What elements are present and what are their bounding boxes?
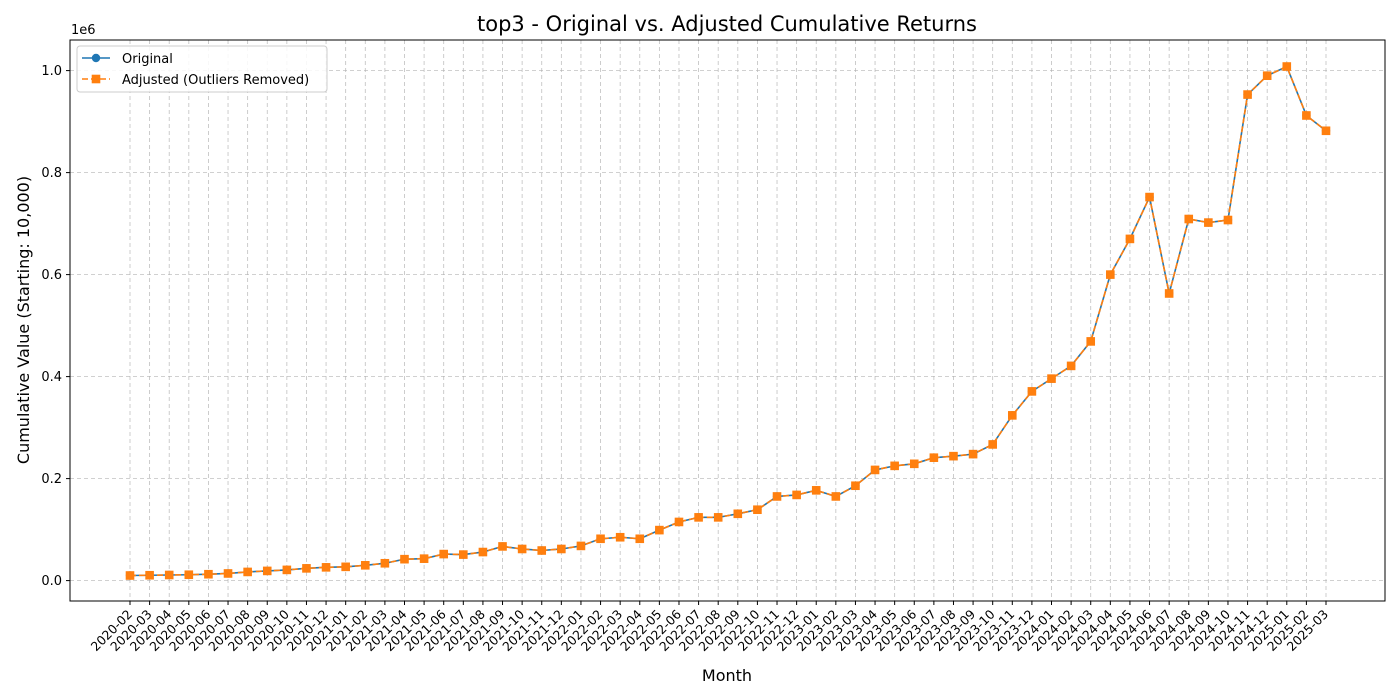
data-point-adjusted	[1047, 374, 1056, 383]
data-point-adjusted	[674, 517, 684, 527]
data-point-adjusted	[145, 570, 154, 580]
data-point-adjusted	[870, 465, 880, 475]
data-point-adjusted	[968, 449, 978, 459]
legend-original-label: Original	[122, 52, 173, 67]
y-scale-offset-label: 1e6	[71, 23, 96, 38]
data-point-adjusted	[596, 534, 605, 544]
series-line-0	[129, 65, 1327, 577]
data-point-adjusted	[1204, 218, 1213, 227]
data-point-adjusted	[262, 566, 272, 576]
data-point-adjusted	[576, 541, 586, 551]
data-point-adjusted	[125, 571, 135, 580]
data-point-adjusted	[400, 554, 409, 564]
data-point-adjusted	[753, 505, 762, 515]
data-point-adjusted	[909, 459, 919, 469]
data-point-adjusted	[1106, 270, 1115, 279]
legend-adjusted-marker	[91, 74, 101, 84]
data-point-adjusted	[733, 509, 743, 519]
data-point-adjusted	[302, 564, 311, 573]
data-point-adjusted	[694, 513, 703, 522]
data-point-adjusted	[223, 569, 233, 578]
data-point-adjusted	[655, 525, 664, 535]
y-tick-label: 0.0	[41, 574, 62, 589]
data-point-adjusted	[1282, 62, 1292, 71]
grid-layer	[70, 40, 1385, 601]
data-point-adjusted	[1007, 411, 1017, 420]
data-point-adjusted	[1027, 387, 1037, 396]
data-point-adjusted	[1184, 214, 1194, 224]
data-point-adjusted	[929, 453, 939, 462]
data-point-adjusted	[282, 565, 292, 575]
data-point-adjusted	[341, 562, 350, 572]
data-point-adjusted	[949, 451, 958, 461]
data-point-adjusted	[1125, 234, 1135, 244]
data-point-adjusted	[517, 544, 527, 554]
data-point-adjusted	[1164, 289, 1174, 298]
legend-box	[76, 45, 328, 93]
data-point-adjusted	[184, 570, 194, 580]
data-point-adjusted	[831, 492, 841, 501]
data-point-adjusted	[360, 561, 370, 570]
y-tick-label: 0.6	[41, 268, 62, 283]
data-point-adjusted	[478, 547, 488, 557]
data-point-adjusted	[380, 558, 390, 568]
data-point-adjusted	[1223, 215, 1233, 225]
data-point-adjusted	[537, 546, 547, 555]
y-axis-label: Cumulative Value (Starting: 10,000)	[14, 176, 33, 464]
data-point-adjusted	[635, 534, 645, 544]
data-point-adjusted	[1086, 337, 1096, 346]
y-tick-label: 0.2	[41, 472, 62, 487]
x-axis-label: Month	[702, 666, 752, 685]
legend-original-marker	[91, 53, 101, 63]
data-point-adjusted	[459, 550, 468, 559]
data-point-adjusted	[439, 549, 449, 559]
data-point-adjusted	[204, 569, 213, 579]
data-point-adjusted	[419, 554, 429, 563]
data-point-adjusted	[615, 532, 625, 542]
data-point-adjusted	[1243, 90, 1252, 99]
data-point-adjusted	[1321, 126, 1331, 136]
data-point-adjusted	[1145, 192, 1154, 202]
legend: Original Adjusted (Outliers Removed)	[76, 45, 328, 93]
data-point-adjusted	[557, 544, 566, 554]
y-tick-label: 1.0	[41, 64, 62, 79]
data-point-adjusted	[851, 481, 860, 491]
data-point-adjusted	[1262, 71, 1272, 80]
axis-layer: 2020-022020-032020-042020-052020-062020-…	[41, 64, 1331, 654]
data-point-adjusted	[713, 513, 723, 522]
plot-frame	[69, 39, 1386, 602]
series-layer	[125, 62, 1331, 580]
data-point-adjusted	[164, 570, 174, 580]
data-point-adjusted	[890, 461, 899, 471]
series-line-1	[129, 65, 1327, 577]
y-tick-label: 0.8	[41, 166, 62, 181]
data-point-adjusted	[243, 567, 252, 577]
data-point-adjusted	[811, 486, 821, 495]
data-point-adjusted	[772, 492, 782, 501]
data-point-adjusted	[321, 563, 331, 572]
y-tick-label: 0.4	[41, 370, 62, 385]
data-point-adjusted	[792, 490, 801, 500]
data-point-adjusted	[988, 440, 997, 449]
data-point-adjusted	[498, 542, 507, 551]
data-point-adjusted	[1302, 111, 1311, 120]
legend-adjusted-label: Adjusted (Outliers Removed)	[122, 73, 309, 88]
data-point-adjusted	[1066, 361, 1076, 371]
chart-title: top3 - Original vs. Adjusted Cumulative …	[477, 12, 977, 36]
